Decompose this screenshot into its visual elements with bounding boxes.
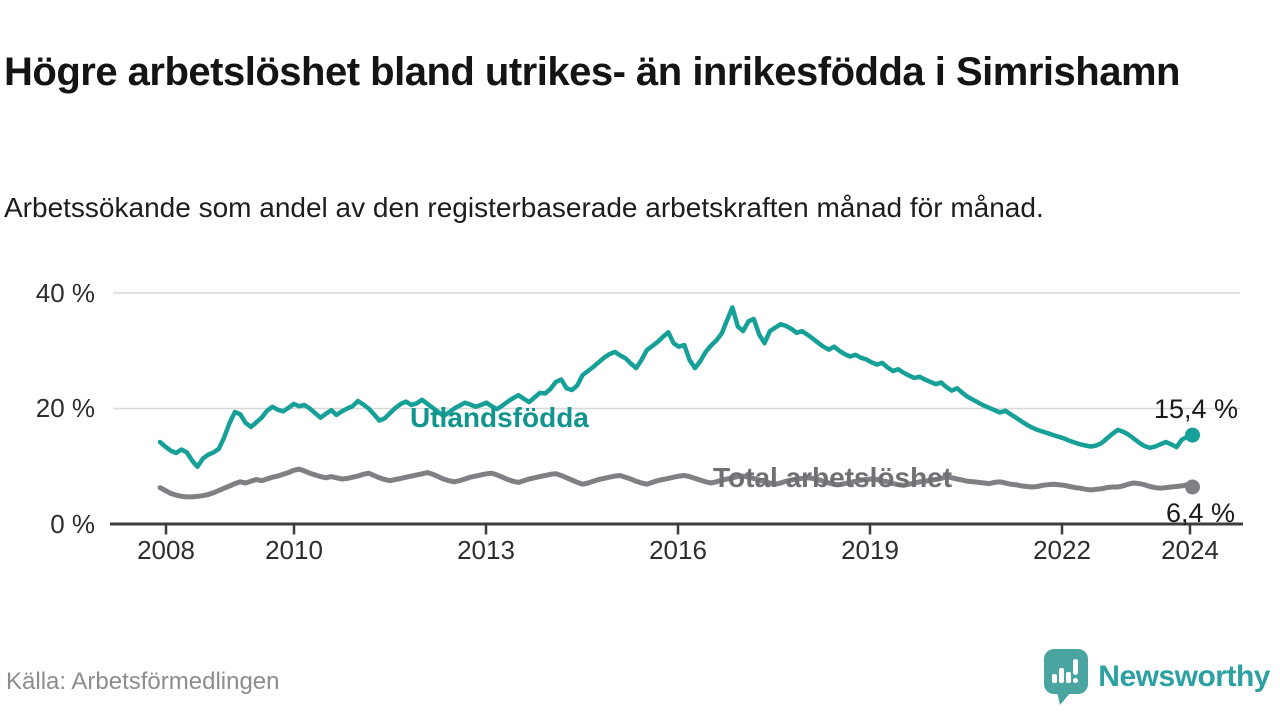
end-value-label-total: 6,4 % [1165,498,1235,528]
series-label-utlandsfodda: Utlandsfödda [410,402,589,433]
chart-plot-area [110,292,1243,535]
newsworthy-logo: Newsworthy [1043,648,1270,706]
x-axis-tick-label: 2010 [265,535,323,565]
x-axis-tick-label: 2022 [1033,535,1091,565]
x-axis-tick-label: 2019 [841,535,899,565]
chart-subtitle: Arbetssökande som andel av den registerb… [4,192,1044,223]
end-value-label-utlandsfodda: 15,4 % [1153,394,1238,424]
y-axis-tick-label: 20 % [35,393,95,423]
x-axis-tick-label: 2016 [649,535,707,565]
x-axis-tick-label: 2008 [137,535,195,565]
y-axis-tick-label: 40 % [35,278,95,308]
series-label-total-arbetsloshet: Total arbetslöshet [713,462,953,493]
x-axis-tick-label: 2013 [457,535,515,565]
page-title: Högre arbetslöshet bland utrikes- än inr… [4,49,1180,94]
newsworthy-logo-text: Newsworthy [1098,660,1270,693]
y-axis-tick-label: 0 % [50,509,95,539]
source-credit: Källa: Arbetsförmedlingen [6,668,280,695]
x-axis-tick-label: 2024 [1161,535,1219,565]
line-chart: 40 % 20 % 0 % 2008 2010 2013 2016 2019 2… [0,260,1280,580]
newsworthy-logo-icon [1044,649,1089,705]
